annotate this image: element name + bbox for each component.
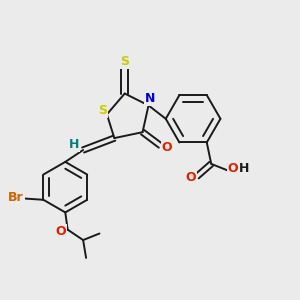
Text: O: O (162, 140, 172, 154)
Text: H: H (239, 162, 249, 176)
Text: N: N (145, 92, 155, 105)
Text: S: S (120, 55, 129, 68)
Text: H: H (69, 138, 80, 151)
Text: O: O (56, 225, 66, 238)
Text: Br: Br (8, 191, 24, 204)
Text: O: O (185, 171, 196, 184)
Text: S: S (98, 104, 107, 117)
Text: O: O (228, 162, 238, 176)
